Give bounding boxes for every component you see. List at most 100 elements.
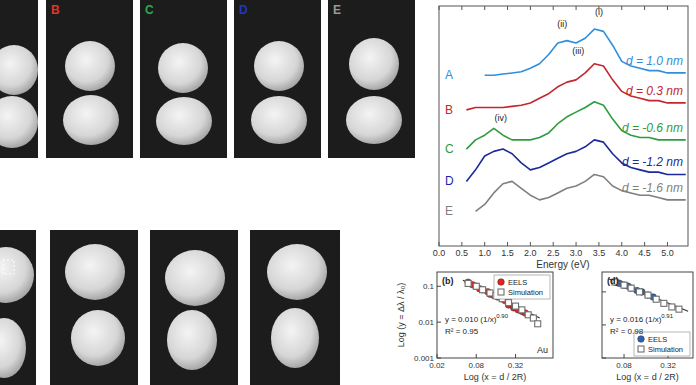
legend-label: EELS — [648, 335, 667, 344]
legend-label: EELS — [508, 278, 527, 287]
data-point — [465, 279, 472, 286]
x-tick-label: 3.0 — [570, 248, 583, 258]
series-name: D — [445, 174, 454, 188]
particle — [0, 45, 38, 95]
series-label: d = 1.0 nm — [626, 54, 683, 68]
micrograph-label: E — [333, 3, 341, 17]
r-squared: R² = 0.98 — [610, 327, 644, 336]
plot-frame — [437, 272, 553, 358]
micrograph-background — [328, 0, 415, 158]
spectrum-line — [476, 174, 686, 211]
x-tick — [598, 242, 599, 246]
panel-label: (d) — [607, 276, 619, 286]
y-tick — [437, 286, 441, 287]
x-tick — [515, 354, 516, 358]
y-tick — [602, 291, 606, 292]
x-tick — [530, 242, 531, 246]
x-tick — [553, 242, 554, 246]
legend-label: Simulation — [508, 288, 543, 297]
particle — [63, 95, 119, 145]
particle — [158, 43, 208, 93]
x-axis-label: Log (x = d / 2R) — [464, 372, 526, 382]
particle — [71, 310, 125, 366]
x-tick-label: 5.0 — [661, 248, 674, 258]
micrograph — [0, 0, 38, 158]
x-tick — [621, 242, 622, 246]
x-tick — [553, 6, 554, 10]
micrograph: B — [46, 0, 133, 158]
data-point — [621, 282, 628, 289]
spectrum-line — [485, 29, 686, 75]
micrograph-background — [140, 0, 227, 158]
data-point — [479, 286, 486, 293]
data-point — [465, 280, 471, 286]
x-tick-label: 0.32 — [660, 361, 676, 370]
micrograph — [150, 230, 238, 385]
material-label: Au — [537, 345, 548, 355]
legend-marker — [638, 346, 644, 352]
x-tick-label: 4.5 — [638, 248, 651, 258]
x-tick-label: 1.5 — [501, 248, 514, 258]
micrograph-label: C — [145, 3, 154, 17]
x-tick — [484, 242, 485, 246]
particle — [251, 96, 307, 144]
x-tick — [437, 354, 438, 358]
x-tick — [667, 6, 668, 10]
particle — [349, 38, 399, 90]
annotation: (iii) — [572, 46, 584, 56]
figure: BCDE0.00.51.01.52.02.53.03.54.04.55.0Ene… — [0, 0, 696, 385]
micrograph-label: D — [239, 3, 248, 17]
series-label: d = -0.6 nm — [622, 121, 683, 135]
micrograph — [0, 230, 36, 385]
micrograph-background — [46, 0, 133, 158]
equation-body: y = 0.016 (1/x) — [610, 315, 662, 324]
panel-label: (b) — [442, 276, 454, 286]
spectrum-line — [466, 64, 685, 110]
y-tick — [437, 322, 441, 323]
data-point — [530, 315, 536, 321]
fit-line — [609, 279, 688, 311]
x-tick — [461, 242, 462, 246]
particle — [254, 41, 304, 91]
data-point — [628, 285, 635, 292]
spectrum-line — [466, 140, 685, 182]
y-tick — [437, 358, 441, 359]
micrograph: E — [328, 0, 415, 158]
series-label: d = -1.2 nm — [622, 155, 683, 169]
micrograph-background — [50, 230, 138, 385]
series-name: E — [445, 204, 453, 218]
y-tick — [602, 324, 606, 325]
legend: EELSSimulation — [494, 275, 550, 299]
selection-box — [3, 260, 14, 274]
data-point — [473, 283, 480, 290]
data-point — [669, 304, 675, 310]
data-point — [487, 290, 493, 296]
x-tick — [476, 354, 477, 358]
legend-marker — [498, 279, 505, 286]
x-tick — [667, 242, 668, 246]
y-tick — [602, 358, 606, 359]
particle — [271, 308, 319, 368]
x-tick — [644, 242, 645, 246]
x-tick — [621, 6, 622, 10]
equation-body: y = 0.010 (1/x) — [445, 315, 497, 324]
data-point — [628, 285, 634, 291]
equation: y = 0.010 (1/x)0.90 — [445, 313, 509, 324]
particle — [65, 41, 115, 91]
data-point — [535, 321, 541, 327]
x-tick-label: 4.0 — [615, 248, 628, 258]
x-tick — [576, 6, 577, 10]
micrograph: D — [234, 0, 321, 158]
data-point — [513, 303, 519, 309]
particle — [267, 244, 327, 300]
micrograph — [50, 230, 138, 385]
spectrum-chart: 0.00.51.01.52.02.53.03.54.04.55.0Energy … — [433, 6, 688, 270]
data-point — [661, 300, 667, 306]
x-tick — [530, 6, 531, 10]
data-point — [636, 289, 642, 295]
x-tick — [507, 242, 508, 246]
data-point — [519, 307, 525, 313]
x-tick — [439, 6, 440, 10]
x-tick — [484, 6, 485, 10]
x-tick-label: 0.5 — [456, 248, 469, 258]
